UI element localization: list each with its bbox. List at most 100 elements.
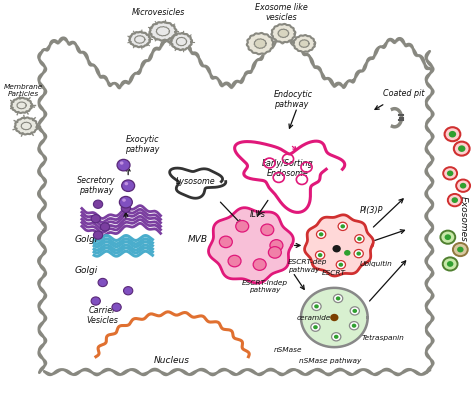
- Circle shape: [353, 309, 357, 313]
- Circle shape: [449, 131, 456, 137]
- Polygon shape: [293, 35, 315, 52]
- Circle shape: [354, 249, 364, 258]
- Text: Golgi: Golgi: [75, 266, 98, 275]
- Circle shape: [448, 194, 462, 206]
- Circle shape: [312, 302, 321, 310]
- Polygon shape: [272, 24, 295, 43]
- Circle shape: [121, 204, 130, 212]
- Circle shape: [352, 324, 356, 328]
- Text: ILVs: ILVs: [250, 210, 266, 219]
- Text: Nucleus: Nucleus: [154, 356, 190, 365]
- Circle shape: [456, 180, 470, 192]
- Text: ceramide: ceramide: [296, 315, 330, 320]
- Circle shape: [268, 247, 282, 258]
- Text: Exosome like
vesicles: Exosome like vesicles: [255, 3, 308, 22]
- Polygon shape: [305, 215, 374, 276]
- Circle shape: [219, 236, 232, 248]
- Text: Lysosome: Lysosome: [175, 177, 215, 186]
- Circle shape: [453, 243, 468, 256]
- Circle shape: [340, 224, 345, 228]
- Circle shape: [338, 263, 343, 267]
- Circle shape: [270, 239, 283, 251]
- Circle shape: [313, 325, 318, 329]
- Circle shape: [319, 232, 323, 237]
- Text: ESCRT-indep
pathway: ESCRT-indep pathway: [242, 280, 288, 293]
- Circle shape: [117, 159, 130, 171]
- Polygon shape: [11, 98, 32, 113]
- Text: Microvesicles: Microvesicles: [132, 8, 185, 17]
- Circle shape: [445, 234, 451, 240]
- Circle shape: [332, 245, 341, 252]
- Text: Tetraspanin: Tetraspanin: [362, 335, 405, 341]
- Text: Membrane
Particles: Membrane Particles: [3, 85, 43, 98]
- Text: Carrier
Vesicles: Carrier Vesicles: [87, 306, 118, 325]
- Circle shape: [443, 167, 457, 180]
- Circle shape: [253, 259, 266, 270]
- Text: PI(3)P: PI(3)P: [360, 206, 383, 215]
- Circle shape: [452, 197, 458, 203]
- Circle shape: [334, 294, 343, 303]
- Circle shape: [443, 257, 457, 271]
- Text: nSMase: nSMase: [274, 347, 302, 354]
- Polygon shape: [149, 22, 176, 41]
- Circle shape: [120, 161, 124, 165]
- Polygon shape: [15, 117, 38, 134]
- Circle shape: [317, 230, 326, 239]
- Circle shape: [311, 323, 320, 331]
- Circle shape: [460, 183, 466, 188]
- Text: ESCRT-dep
pathway: ESCRT-dep pathway: [288, 259, 328, 273]
- Circle shape: [318, 253, 322, 257]
- Polygon shape: [247, 33, 273, 54]
- Polygon shape: [299, 40, 309, 47]
- Polygon shape: [129, 32, 150, 47]
- Circle shape: [112, 303, 121, 311]
- Polygon shape: [278, 29, 289, 37]
- Circle shape: [349, 322, 359, 330]
- Circle shape: [314, 304, 319, 308]
- Polygon shape: [171, 33, 192, 50]
- Polygon shape: [209, 208, 293, 283]
- Polygon shape: [301, 288, 368, 347]
- Text: Exocytic
pathway: Exocytic pathway: [125, 135, 159, 154]
- Circle shape: [454, 142, 470, 156]
- Text: Coated pit: Coated pit: [383, 88, 425, 98]
- Circle shape: [122, 180, 135, 191]
- Circle shape: [93, 200, 103, 208]
- Circle shape: [330, 314, 338, 321]
- Circle shape: [356, 251, 361, 256]
- Circle shape: [447, 261, 454, 267]
- Text: Exosomes: Exosomes: [459, 196, 468, 242]
- Text: Endocytic
pathway: Endocytic pathway: [274, 90, 313, 109]
- Circle shape: [91, 297, 100, 305]
- Circle shape: [357, 237, 362, 241]
- Circle shape: [91, 215, 100, 223]
- Circle shape: [334, 335, 338, 339]
- Text: MVB: MVB: [188, 235, 208, 244]
- Circle shape: [350, 307, 359, 315]
- Circle shape: [336, 296, 340, 300]
- Circle shape: [100, 223, 109, 231]
- Circle shape: [124, 287, 133, 295]
- Circle shape: [336, 261, 346, 269]
- Circle shape: [119, 196, 132, 208]
- Circle shape: [338, 222, 347, 230]
- Text: Secretory
pathway: Secretory pathway: [76, 176, 115, 195]
- Circle shape: [125, 182, 128, 185]
- Circle shape: [440, 231, 455, 244]
- Circle shape: [316, 251, 325, 259]
- Circle shape: [261, 224, 274, 236]
- Text: nSMase pathway: nSMase pathway: [299, 358, 361, 364]
- Circle shape: [332, 333, 341, 341]
- Circle shape: [122, 198, 126, 202]
- Text: ESCRT: ESCRT: [321, 271, 346, 276]
- Circle shape: [236, 220, 249, 232]
- Circle shape: [447, 171, 454, 176]
- Circle shape: [344, 250, 351, 256]
- Text: Ubiquitin: Ubiquitin: [360, 261, 392, 267]
- Circle shape: [457, 247, 464, 252]
- Text: Early/Sorting
Endosome: Early/Sorting Endosome: [262, 159, 314, 178]
- Circle shape: [98, 278, 107, 287]
- Circle shape: [355, 235, 364, 243]
- Circle shape: [458, 145, 465, 152]
- Circle shape: [228, 255, 241, 267]
